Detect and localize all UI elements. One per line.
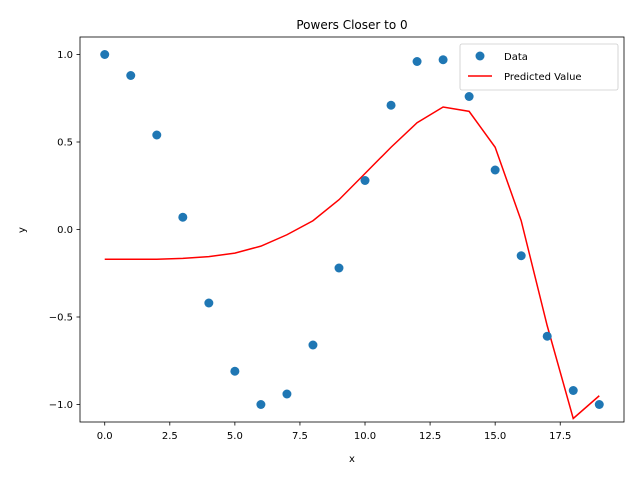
- x-axis-label: x: [349, 454, 355, 465]
- chart-title: Powers Closer to 0: [296, 18, 407, 32]
- legend-box: [459, 43, 619, 91]
- data-point: [490, 165, 500, 175]
- data-point: [516, 251, 526, 261]
- data-point: [542, 331, 552, 341]
- data-point: [204, 298, 214, 308]
- data-point: [438, 55, 448, 65]
- legend-data-marker: [475, 51, 485, 61]
- x-tick-label: 17.5: [549, 431, 571, 442]
- data-point: [360, 176, 370, 185]
- x-tick-label: 12.5: [419, 431, 441, 442]
- x-tick-label: 0.0: [97, 431, 113, 442]
- y-tick-label: 0.5: [57, 138, 73, 149]
- x-tick-label: 7.5: [292, 431, 308, 442]
- y-tick-label: −1.0: [49, 400, 73, 411]
- legend-label: Predicted Value: [504, 72, 582, 83]
- data-point: [256, 400, 266, 409]
- legend-label: Data: [504, 52, 528, 63]
- data-point: [100, 50, 110, 59]
- data-point: [568, 386, 578, 395]
- predicted-value-line: [104, 106, 600, 420]
- data-point: [178, 212, 188, 222]
- plot-area: 0.0 2.5 5.0 7.5 10.0 12.5 15.0 17.5 −1.0 −0.5 0.0 0…: [49, 36, 625, 442]
- x-tick-label: 2.5: [162, 431, 178, 442]
- y-tick-label: 1.0: [57, 50, 73, 61]
- x-tick-label: 15.0: [484, 431, 506, 442]
- data-point: [282, 389, 292, 399]
- x-tick-label: 5.0: [227, 431, 243, 442]
- data-point: [334, 263, 344, 273]
- data-point: [464, 92, 474, 101]
- data-point: [230, 366, 240, 376]
- y-axis-label: y: [17, 227, 28, 233]
- data-point: [594, 400, 604, 409]
- data-point: [386, 100, 396, 110]
- data-point: [308, 340, 318, 350]
- data-point: [152, 130, 162, 140]
- y-tick-label: −0.5: [49, 313, 73, 324]
- x-tick-label: 10.0: [354, 431, 376, 442]
- data-point: [126, 71, 136, 80]
- y-tick-label: 0.0: [57, 225, 73, 236]
- data-point: [412, 57, 422, 66]
- legend: Data Predicted Value: [459, 43, 619, 91]
